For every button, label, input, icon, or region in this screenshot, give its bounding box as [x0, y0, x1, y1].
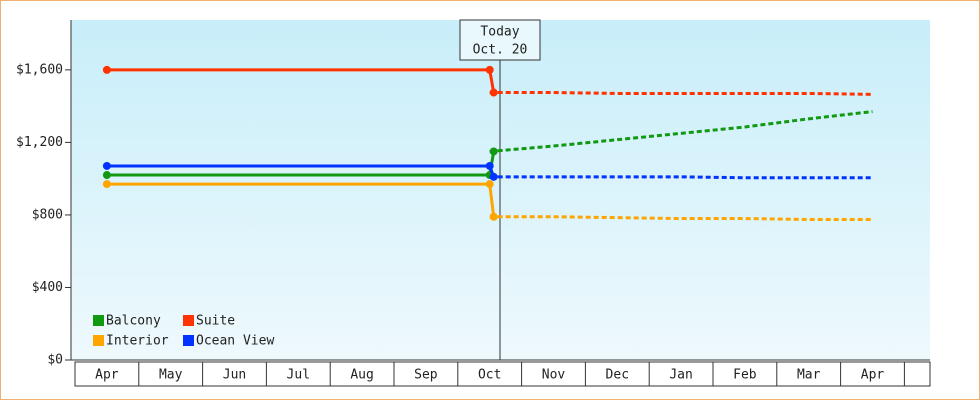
x-tick-label: Dec — [606, 368, 629, 383]
legend-swatch — [183, 335, 194, 346]
x-tick-label: Feb — [733, 368, 757, 383]
y-tick-label: $400 — [32, 280, 63, 295]
point-marker — [489, 147, 498, 156]
point-marker — [102, 171, 111, 180]
x-tick-label: Apr — [861, 368, 885, 383]
x-tick-label: Nov — [542, 368, 566, 383]
point-marker — [102, 180, 111, 189]
legend-swatch — [183, 315, 194, 326]
x-tick-label: Sep — [414, 368, 438, 383]
x-tick-label: Apr — [95, 368, 119, 383]
legend-label: Interior — [106, 334, 169, 349]
today-box — [459, 19, 541, 61]
y-tick-label: $800 — [32, 207, 63, 222]
x-tick-label: Jun — [223, 368, 246, 383]
point-marker — [489, 212, 498, 221]
y-tick-label: $0 — [47, 353, 63, 368]
today-date: Oct. 20 — [473, 43, 528, 58]
forecast-line — [489, 110, 873, 153]
x-tick-label: Jul — [287, 368, 310, 383]
point-marker — [489, 88, 498, 97]
point-marker — [485, 161, 494, 170]
legend-swatch — [93, 335, 104, 346]
point-marker — [102, 161, 111, 170]
step-connector — [488, 183, 496, 217]
y-tick-label: $1,600 — [16, 62, 63, 77]
point-marker — [489, 172, 498, 181]
today-label: Today — [480, 25, 519, 40]
x-tick-label: May — [159, 368, 183, 383]
point-marker — [102, 65, 111, 74]
legend-swatch — [93, 315, 104, 326]
point-marker — [485, 65, 494, 74]
legend-label: Ocean View — [196, 334, 274, 349]
x-tick-label: Mar — [797, 368, 821, 383]
point-marker — [485, 180, 494, 189]
y-tick-label: $1,200 — [16, 135, 63, 150]
x-tick-label: Oct — [478, 368, 501, 383]
legend-label: Suite — [196, 314, 235, 329]
x-tick-label: Jan — [669, 368, 692, 383]
legend-label: Balcony — [106, 314, 161, 329]
x-tick-label: Aug — [350, 368, 373, 383]
